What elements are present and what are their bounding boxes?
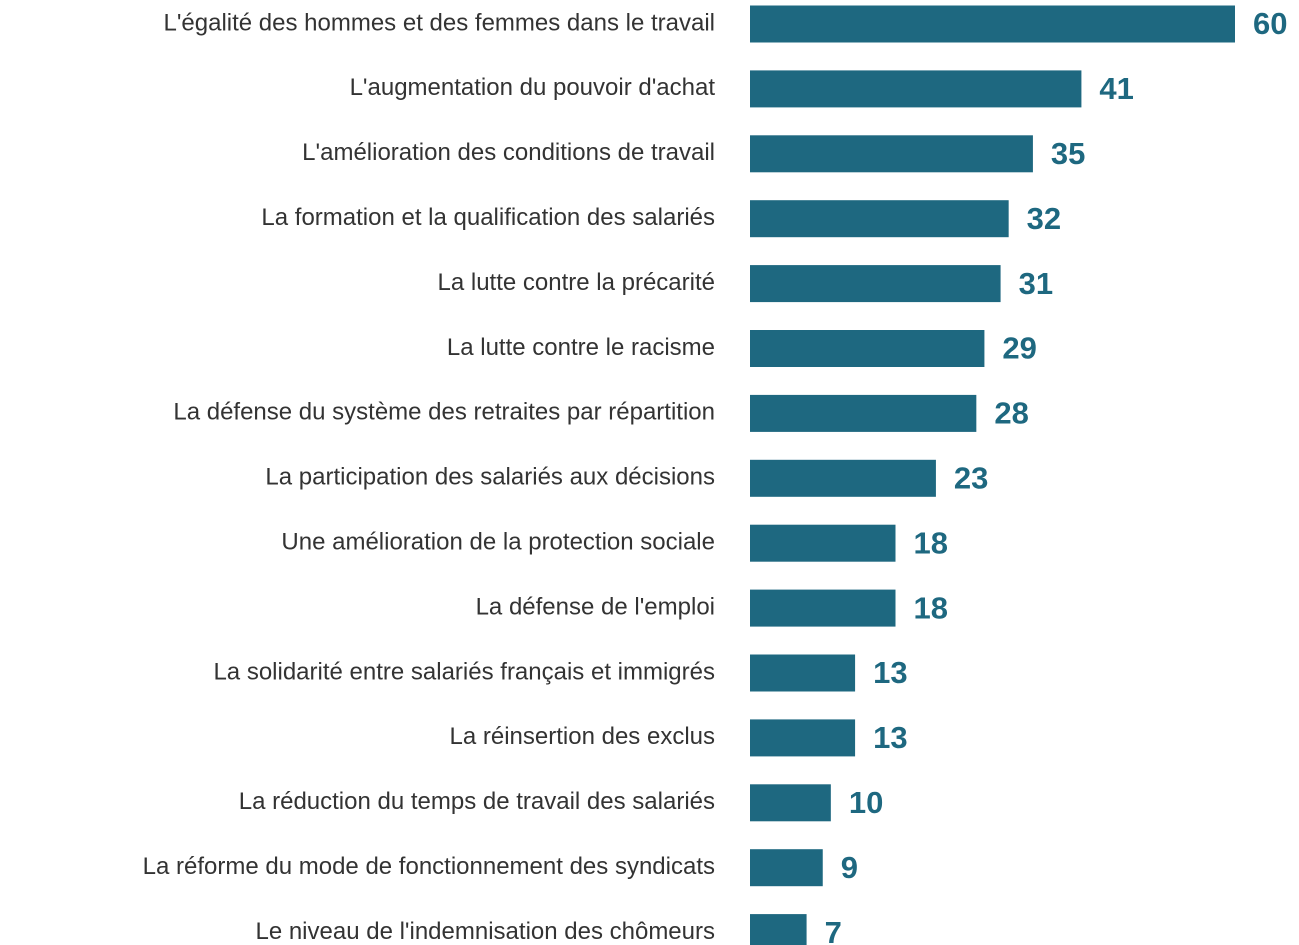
bar — [750, 784, 831, 822]
bar — [750, 719, 856, 757]
bar — [750, 5, 1235, 43]
bar — [750, 265, 1001, 303]
category-label: Le niveau de l'indemnisation des chômeur… — [255, 918, 715, 945]
bar — [750, 70, 1082, 108]
value-label: 7 — [825, 915, 842, 945]
category-label: La formation et la qualification des sal… — [261, 204, 715, 231]
value-label: 9 — [841, 850, 858, 885]
value-label: 10 — [849, 785, 883, 820]
category-label: L'égalité des hommes et des femmes dans … — [163, 9, 715, 36]
category-label: L'augmentation du pouvoir d'achat — [350, 74, 716, 101]
bar — [750, 914, 807, 945]
bar — [750, 849, 823, 887]
value-label: 28 — [994, 396, 1028, 431]
category-label: La réduction du temps de travail des sal… — [239, 788, 715, 815]
category-label: La lutte contre la précarité — [438, 269, 716, 296]
category-label: La participation des salariés aux décisi… — [265, 464, 715, 491]
value-label: 23 — [954, 460, 988, 495]
value-label: 13 — [873, 720, 907, 755]
value-label: 41 — [1099, 71, 1133, 106]
value-label: 31 — [1019, 266, 1053, 301]
bar — [750, 654, 856, 692]
value-label: 18 — [914, 525, 948, 560]
category-label: La défense du système des retraites par … — [173, 399, 715, 426]
bar — [750, 459, 936, 497]
value-label: 29 — [1002, 331, 1036, 366]
bar — [750, 135, 1033, 173]
bar — [750, 394, 977, 432]
category-label: La lutte contre le racisme — [447, 334, 715, 361]
bar — [750, 589, 896, 627]
category-label: La solidarité entre salariés français et… — [213, 658, 715, 685]
bar — [750, 524, 896, 562]
category-label: La réforme du mode de fonctionnement des… — [143, 853, 715, 880]
category-label: Une amélioration de la protection social… — [281, 529, 715, 556]
value-label: 35 — [1051, 136, 1085, 171]
value-label: 60 — [1253, 6, 1287, 41]
category-label: L'amélioration des conditions de travail — [302, 139, 715, 166]
value-label: 13 — [873, 655, 907, 690]
bar — [750, 330, 985, 367]
bar — [750, 200, 1009, 238]
category-label: La défense de l'emploi — [476, 593, 715, 620]
value-label: 18 — [914, 590, 948, 625]
category-label: La réinsertion des exclus — [450, 723, 715, 750]
value-label: 32 — [1027, 201, 1061, 236]
